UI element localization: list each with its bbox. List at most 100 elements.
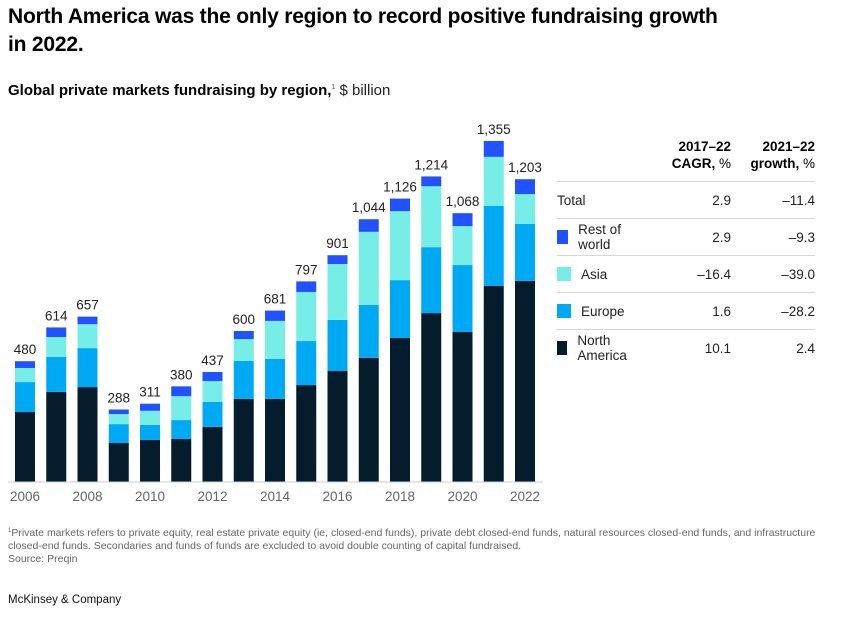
row-name: Total <box>557 193 641 208</box>
bar-segment-europe-2006 <box>15 382 35 413</box>
bar-segment-rest-of-world-2021 <box>483 140 504 157</box>
bar-segment-europe-2015 <box>296 341 317 386</box>
bar-segment-europe-2016 <box>327 319 348 372</box>
stacked-bar-chart: 480 614 657 288 311 380 437 600 681 797 901 1,044 1,… <box>8 122 543 504</box>
bar-segment-rest-of-world-2012 <box>202 372 223 382</box>
bar-segment-rest-of-world-2019 <box>421 176 442 187</box>
header-growth-unit: % <box>802 156 815 171</box>
bar-segment-asia-2021 <box>483 156 504 206</box>
legend-swatch <box>557 230 569 244</box>
bar-segment-europe-2017 <box>358 304 379 358</box>
x-tick-label-2014: 2014 <box>260 489 291 504</box>
bar-segment-north-america-2018 <box>390 338 410 482</box>
growth-value: –28.2 <box>781 303 815 319</box>
row-label: Asia <box>581 266 608 282</box>
cagr-value: 2.9 <box>712 192 731 208</box>
bar-segment-rest-of-world-2013 <box>233 330 254 340</box>
row-label: Total <box>557 192 586 208</box>
bar-segment-europe-2014 <box>265 358 285 399</box>
bar-segment-north-america-2011 <box>171 438 192 482</box>
footnote-text: Private markets refers to private equity… <box>8 527 816 552</box>
total-label-2007: 614 <box>45 308 68 323</box>
bar-segment-north-america-2008 <box>77 387 98 482</box>
bar-segment-europe-2019 <box>421 247 442 314</box>
cagr-value: –16.4 <box>697 266 731 282</box>
total-label-2010: 311 <box>139 385 161 400</box>
brand-logo-text: McKinsey & Company <box>8 594 122 606</box>
header-growth-text: growth, <box>750 156 800 171</box>
header-cagr: 2017–22 CAGR, % <box>641 138 731 172</box>
total-label-2017: 1,044 <box>352 200 386 215</box>
table-row-europe: Europe 1.6 –28.2 <box>557 293 815 330</box>
total-label-2013: 600 <box>232 312 255 327</box>
bar-segment-rest-of-world-2015 <box>296 281 317 292</box>
x-tick-label-2008: 2008 <box>72 489 102 504</box>
subtitle-unit: $ billion <box>339 82 391 99</box>
x-tick-label-2010: 2010 <box>135 489 165 504</box>
bar-segment-rest-of-world-2008 <box>77 316 98 325</box>
bar-segment-asia-2009 <box>108 414 129 425</box>
total-label-2009: 288 <box>107 391 130 406</box>
table-header: 2017–22 CAGR, % 2021–22 growth, % <box>557 138 815 182</box>
total-label-2015: 797 <box>295 262 318 277</box>
bar-segment-asia-2006 <box>15 367 35 383</box>
footnote: 1Private markets refers to private equit… <box>8 525 828 566</box>
growth-value: –11.4 <box>782 192 815 208</box>
table-row-total: Total 2.9 –11.4 <box>557 182 815 219</box>
total-label-2022: 1,203 <box>508 160 542 175</box>
bar-segment-asia-2010 <box>140 410 160 425</box>
total-label-2019: 1,214 <box>414 157 448 172</box>
total-label-2011: 380 <box>170 367 193 382</box>
total-label-2006: 480 <box>14 342 37 357</box>
bar-segment-north-america-2015 <box>296 385 317 482</box>
x-tick-label-2006: 2006 <box>10 489 40 504</box>
cagr-value: 2.9 <box>712 229 731 245</box>
total-label-2012: 437 <box>201 353 224 368</box>
header-cagr-label: CAGR, % <box>641 155 731 172</box>
x-tick-labels-group: 2006 2008 2010 2012 2014 2016 2018 2020 2022 <box>10 489 540 504</box>
row-label: North America <box>577 333 627 363</box>
bar-segment-north-america-2006 <box>15 412 35 482</box>
bar-segment-north-america-2016 <box>327 371 348 482</box>
row-name: Rest of world <box>557 222 641 252</box>
table-body: Total 2.9 –11.4 Rest of world 2.9 –9.3 Asia –16… <box>557 182 815 366</box>
bar-segment-asia-2020 <box>452 226 473 266</box>
chart-headline: North America was the only region to rec… <box>8 5 718 56</box>
growth-value: –9.3 <box>788 229 815 245</box>
bar-segment-north-america-2014 <box>265 398 285 482</box>
cagr-value: 10.1 <box>704 340 731 356</box>
row-name: Asia <box>557 267 641 282</box>
bar-segment-europe-2010 <box>140 424 160 440</box>
bar-segment-europe-2007 <box>46 356 67 392</box>
footnote-text-line: 1Private markets refers to private equit… <box>8 525 828 553</box>
x-tick-label-2018: 2018 <box>385 489 415 504</box>
bar-segment-rest-of-world-2014 <box>265 310 285 321</box>
source-text: Source: Preqin <box>8 553 78 565</box>
x-tick-label-2012: 2012 <box>197 489 227 504</box>
bar-segment-europe-2009 <box>108 424 129 443</box>
header-growth: 2021–22 growth, % <box>731 138 815 172</box>
bar-segment-europe-2011 <box>171 420 192 439</box>
bar-segment-europe-2008 <box>77 348 98 388</box>
bar-segment-europe-2021 <box>483 205 504 286</box>
subtitle-text: Global private markets fundraising by re… <box>8 82 332 99</box>
bar-segment-asia-2014 <box>265 320 285 359</box>
x-tick-label-2016: 2016 <box>322 489 352 504</box>
bar-segment-asia-2015 <box>296 291 317 342</box>
row-label: Rest of world <box>578 222 621 252</box>
bar-segment-europe-2013 <box>233 360 254 399</box>
total-label-2014: 681 <box>264 292 287 307</box>
header-growth-label: growth, % <box>731 155 815 172</box>
bar-segment-rest-of-world-2010 <box>140 403 160 411</box>
row-name: North America <box>557 333 641 363</box>
footnote-mark: 1 <box>8 528 12 534</box>
bar-segment-north-america-2013 <box>233 398 254 482</box>
total-label-2016: 901 <box>326 236 349 251</box>
growth-value: –39.0 <box>781 266 815 282</box>
bar-segment-north-america-2019 <box>421 313 442 482</box>
x-tick-label-2022: 2022 <box>510 489 540 504</box>
header-cagr-text: CAGR, <box>671 156 716 171</box>
row-name: Europe <box>557 304 641 319</box>
bar-segment-rest-of-world-2022 <box>515 179 535 195</box>
cagr-value: 1.6 <box>712 303 731 319</box>
